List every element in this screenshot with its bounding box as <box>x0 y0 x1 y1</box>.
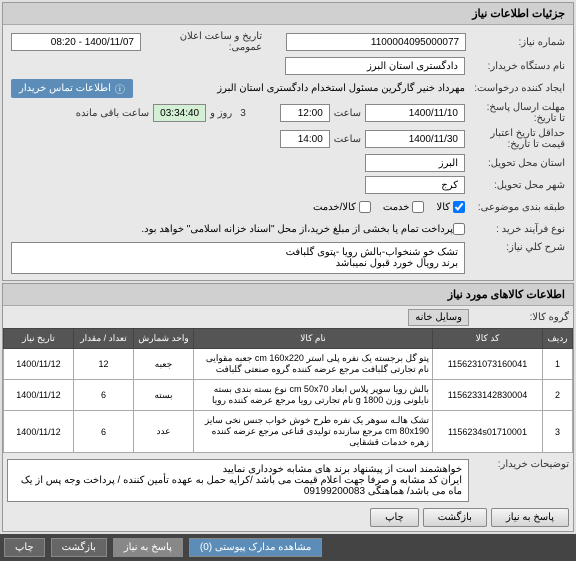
reply-button[interactable]: پاسخ به نیاز <box>491 508 569 527</box>
form-section: شماره نیاز: 1100004095000077 تاریخ و ساع… <box>3 25 573 280</box>
table-cell: 1156231073160041 <box>433 349 543 380</box>
table-cell: بسته <box>134 380 194 411</box>
table-cell: تشک هالـه سوهر یک نفره طرح خوش خواب جنس … <box>194 411 433 453</box>
day-label: روز و <box>206 108 236 119</box>
table-cell: 1400/11/12 <box>4 411 74 453</box>
need-no-value: 1100004095000077 <box>286 33 466 51</box>
print-button[interactable]: چاپ <box>370 508 419 527</box>
goods-table: ردیف کد کالا نام کالا واحد شمارش تعداد /… <box>3 328 573 453</box>
goods-header: اطلاعات کالاهای مورد نیاز <box>3 284 573 306</box>
contact-badge[interactable]: اطلاعات تماس خریدار <box>11 79 133 98</box>
col-name: نام کالا <box>194 329 433 349</box>
row-process: نوع فرآیند خرید : پرداخت تمام یا بخشی از… <box>7 218 569 240</box>
row-remarks: توضیحات خریدار: خواهشمند است از پیشنهاد … <box>3 457 573 504</box>
province-value: البرز <box>365 154 465 172</box>
group-value: وسایل خانه <box>408 309 469 326</box>
col-code: کد کالا <box>433 329 543 349</box>
contact-label: اطلاعات تماس خریدار <box>19 83 111 94</box>
row-subject: طبقه بندی موضوعی: کالا خدمت کالا/خدمت <box>7 196 569 218</box>
row-city: شهر محل تحویل: کرج <box>7 174 569 196</box>
back-button[interactable]: بازگشت <box>423 508 487 527</box>
table-row: 21156233142830004بالش رویا سوپر پلاس ابع… <box>4 380 573 411</box>
row-need-no: شماره نیاز: 1100004095000077 تاریخ و ساع… <box>7 29 569 55</box>
chk-process[interactable] <box>453 223 465 235</box>
remarks-label: توضیحات خریدار: <box>469 459 569 470</box>
goods-panel: اطلاعات کالاهای مورد نیاز گروه کالا: وسا… <box>2 283 574 532</box>
time-label-2: ساعت <box>330 134 365 145</box>
desc-value: تشک خو شنخواب-بالش رویا -پتوی گلبافت برن… <box>11 242 465 274</box>
table-cell: بالش رویا سوپر پلاس ابعاد cm 50x70 نوع ب… <box>194 380 433 411</box>
group-label: گروه کالا: <box>469 312 569 323</box>
deadline-date: 1400/11/10 <box>365 104 465 122</box>
table-cell: 1156233142830004 <box>433 380 543 411</box>
col-idx: ردیف <box>543 329 573 349</box>
row-desc: شرح کلي نیاز: تشک خو شنخواب-بالش رویا -پ… <box>7 240 569 276</box>
col-qty: تعداد / مقدار <box>74 329 134 349</box>
row-validity: حداقل تاریخ اعتبارقیمت تا تاریخ: 1400/11… <box>7 126 569 152</box>
city-value: کرج <box>365 176 465 194</box>
need-no-label: شماره نیاز: <box>466 37 565 48</box>
row-requester: ایجاد کننده درخواست: مهرداد خنیر گارگرین… <box>7 77 569 100</box>
table-header-row: ردیف کد کالا نام کالا واحد شمارش تعداد /… <box>4 329 573 349</box>
table-cell: 1 <box>543 349 573 380</box>
chk-khadmat[interactable]: خدمت <box>383 201 425 213</box>
valid-date: 1400/11/30 <box>365 130 465 148</box>
buyer-value: دادگستری استان البرز <box>285 57 465 75</box>
table-cell: جعبه <box>134 349 194 380</box>
table-cell: 1400/11/12 <box>4 380 74 411</box>
remarks-value: خواهشمند است از پیشنهاد برند های مشابه خ… <box>7 459 469 502</box>
button-bar: پاسخ به نیاز بازگشت چاپ <box>3 504 573 531</box>
row-deadline: مهلت ارسال پاسخ:تا تاریخ: 1400/11/10 ساع… <box>7 100 569 126</box>
table-cell: 2 <box>543 380 573 411</box>
requester-label: ایجاد کننده درخواست: <box>465 83 565 94</box>
details-panel: جزئیات اطلاعات نیاز شماره نیاز: 11000040… <box>2 2 574 281</box>
province-label: استان محل تحویل: <box>465 158 565 169</box>
city-label: شهر محل تحویل: <box>465 180 565 191</box>
row-buyer: نام دستگاه خریدار: دادگستری استان البرز <box>7 55 569 77</box>
process-text: پرداخت تمام یا بخشی از مبلغ خرید،از محل … <box>141 224 453 235</box>
table-cell: 3 <box>543 411 573 453</box>
col-unit: واحد شمارش <box>134 329 194 349</box>
row-province: استان محل تحویل: البرز <box>7 152 569 174</box>
table-cell: عدد <box>134 411 194 453</box>
back-bottom-button[interactable]: بازگشت <box>51 538 107 557</box>
deadline-time: 12:00 <box>280 104 330 122</box>
chk-kalakh[interactable]: کالا/خدمت <box>313 201 371 213</box>
valid-time: 14:00 <box>280 130 330 148</box>
table-cell: 1156234s01710001 <box>433 411 543 453</box>
row-group: گروه کالا: وسایل خانه <box>3 306 573 328</box>
chk-kala[interactable]: کالا <box>436 201 465 213</box>
time-label-1: ساعت <box>330 108 365 119</box>
table-cell: 6 <box>74 380 134 411</box>
info-icon <box>115 81 125 96</box>
table-cell: 1400/11/12 <box>4 349 74 380</box>
deadline-label: مهلت ارسال پاسخ:تا تاریخ: <box>465 102 565 124</box>
process-label: نوع فرآیند خرید : <box>465 224 565 235</box>
table-cell: پتو گل برجسته یک نفره پلی استر cm 160x22… <box>194 349 433 380</box>
announce-value: 1400/11/07 - 08:20 <box>11 33 141 51</box>
table-cell: 12 <box>74 349 134 380</box>
panel-title: جزئیات اطلاعات نیاز <box>3 3 573 25</box>
valid-label: حداقل تاریخ اعتبارقیمت تا تاریخ: <box>465 128 565 150</box>
reply-bottom-button[interactable]: پاسخ به نیاز <box>113 538 183 557</box>
table-row: 11156231073160041پتو گل برجسته یک نفره پ… <box>4 349 573 380</box>
print-bottom-button[interactable]: چاپ <box>4 538 45 557</box>
attach-button[interactable]: مشاهده مدارک پیوستی (0) <box>189 538 323 557</box>
remain-time: 03:34:40 <box>153 104 206 122</box>
subject-checks: کالا خدمت کالا/خدمت <box>313 201 465 213</box>
remain-label: ساعت باقی مانده <box>72 108 153 119</box>
buyer-label: نام دستگاه خریدار: <box>465 61 565 72</box>
announce-label: تاریخ و ساعت اعلان عمومی: <box>141 31 266 53</box>
subject-label: طبقه بندی موضوعی: <box>465 202 565 213</box>
table-cell: 6 <box>74 411 134 453</box>
col-date: تاریخ نیاز <box>4 329 74 349</box>
desc-label: شرح کلي نیاز: <box>465 242 565 253</box>
table-row: 31156234s01710001تشک هالـه سوهر یک نفره … <box>4 411 573 453</box>
requester-value: مهرداد خنیر گارگرین مسئول استخدام دادگست… <box>133 83 465 94</box>
day-val: 3 <box>236 108 250 119</box>
